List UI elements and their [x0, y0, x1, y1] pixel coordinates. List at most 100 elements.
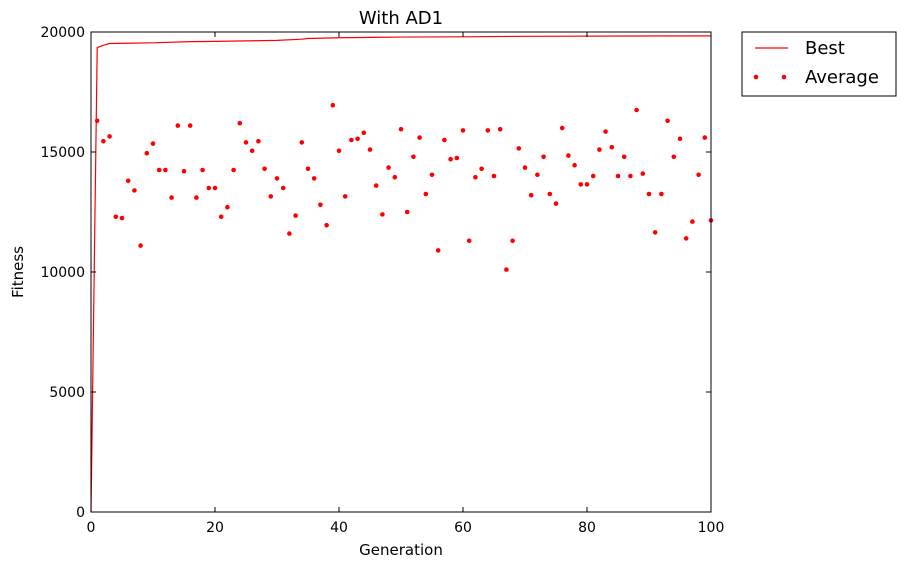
legend-frame — [741, 31, 897, 97]
average-point — [578, 182, 584, 187]
average-point — [138, 243, 143, 248]
y-tick-label: 20000 — [40, 25, 85, 41]
average-point — [479, 166, 484, 172]
average-point — [144, 150, 150, 156]
average-point — [659, 191, 664, 197]
average-point — [460, 128, 466, 133]
average-point — [132, 188, 137, 193]
average-point — [572, 162, 577, 168]
average-point — [423, 191, 429, 197]
x-tick-label: 40 — [330, 520, 348, 536]
average-point — [640, 171, 646, 176]
average-point — [528, 192, 534, 198]
y-axis-ticks: 0 5000 10000 15000 20000 — [40, 25, 711, 521]
average-point — [94, 118, 100, 124]
average-point — [212, 185, 218, 191]
plot-frame — [90, 31, 712, 513]
average-point — [417, 135, 422, 140]
average-point — [590, 173, 596, 179]
average-point — [336, 148, 342, 154]
average-point — [690, 219, 695, 224]
average-point — [249, 148, 255, 154]
average-point — [597, 147, 602, 152]
average-point — [280, 185, 286, 191]
average-point — [535, 172, 540, 178]
average-point — [473, 174, 478, 180]
average-point — [293, 213, 298, 218]
average-point — [287, 231, 292, 236]
average-point — [696, 172, 701, 178]
average-point — [373, 183, 379, 188]
average-point — [218, 214, 224, 220]
legend-average-point-swatch — [781, 74, 787, 80]
legend-average-label: Average — [805, 67, 879, 88]
average-point — [404, 209, 410, 215]
average-point — [398, 126, 404, 132]
average-point — [200, 167, 205, 173]
x-tick-label: 80 — [578, 520, 596, 536]
average-point — [107, 134, 112, 139]
average-point — [603, 129, 608, 134]
average-point — [454, 155, 460, 161]
average-point — [268, 194, 274, 199]
y-tick-label: 15000 — [40, 145, 85, 161]
x-axis-label: Generation — [359, 541, 443, 559]
average-point — [665, 118, 670, 124]
best-series-line — [90, 35, 712, 513]
average-point — [305, 166, 311, 172]
average-point — [392, 174, 398, 180]
average-point — [615, 173, 621, 179]
average-point — [584, 182, 590, 187]
average-point — [497, 126, 503, 132]
x-axis-ticks: 0 20 40 60 80 100 — [87, 32, 725, 536]
average-point — [237, 120, 243, 126]
chart-title: With AD1 — [359, 8, 443, 29]
average-point — [628, 173, 633, 179]
average-point — [330, 102, 336, 108]
average-point — [125, 178, 131, 184]
average-point — [274, 176, 280, 181]
plot-content — [90, 35, 714, 513]
average-point — [609, 144, 615, 150]
average-point — [491, 173, 497, 179]
x-tick-label: 100 — [698, 520, 725, 536]
average-point — [485, 128, 491, 133]
average-point — [510, 238, 515, 244]
average-point — [553, 201, 559, 206]
average-point — [256, 138, 261, 144]
average-point — [541, 154, 546, 160]
average-point — [448, 156, 453, 162]
average-point — [429, 172, 435, 178]
legend-average-point-swatch — [753, 74, 759, 80]
average-point — [194, 195, 199, 200]
average-point — [169, 195, 174, 200]
average-point — [702, 135, 708, 140]
average-point — [634, 107, 639, 113]
average-point — [349, 137, 354, 143]
average-point — [646, 191, 652, 197]
average-point — [522, 165, 528, 170]
average-point — [101, 138, 106, 144]
average-point — [677, 136, 683, 142]
average-point — [380, 212, 385, 217]
average-point — [156, 167, 162, 173]
average-point — [150, 141, 156, 146]
y-tick-label: 10000 — [40, 265, 85, 281]
y-tick-label: 0 — [76, 505, 85, 521]
average-point — [516, 146, 522, 151]
average-point — [386, 165, 391, 170]
average-point — [442, 137, 447, 143]
average-point — [411, 154, 416, 160]
average-point — [652, 230, 658, 235]
average-point — [175, 123, 181, 128]
legend-best-label: Best — [805, 38, 845, 59]
average-point — [187, 123, 193, 128]
average-point — [361, 130, 367, 136]
average-point — [181, 168, 187, 174]
average-point — [262, 166, 267, 172]
average-point — [504, 267, 509, 272]
average-point — [435, 248, 441, 253]
x-tick-label: 60 — [454, 520, 472, 536]
average-point — [342, 194, 348, 199]
